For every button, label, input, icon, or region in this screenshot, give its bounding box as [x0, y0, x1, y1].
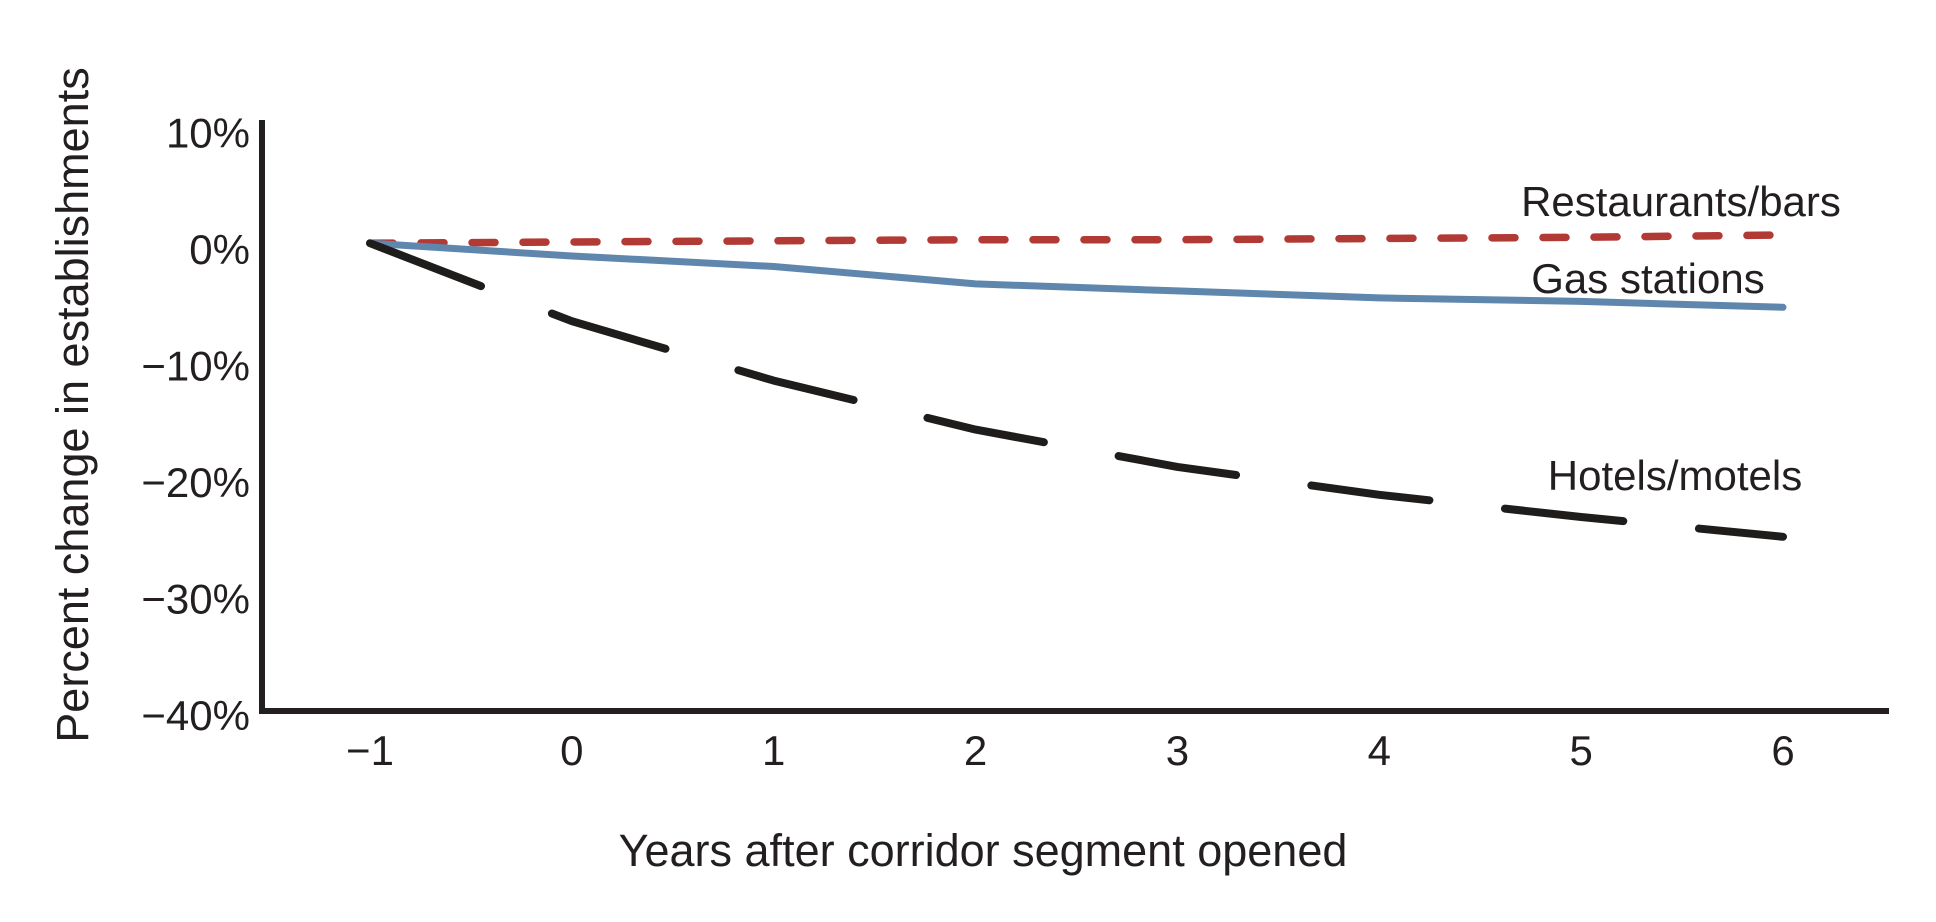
y-axis-title: Percent change in establishments [47, 67, 98, 742]
x-tick-label: 6 [1771, 727, 1794, 774]
x-tick-label: 4 [1368, 727, 1391, 774]
y-tick-label: −30% [141, 576, 250, 623]
gas-stations-line [366, 239, 1787, 311]
x-tick-labels: −1 0 1 2 3 4 5 6 [346, 727, 1795, 774]
x-tick-label: −1 [346, 727, 394, 774]
restaurants-bars-line [366, 231, 1787, 247]
series-label-hotels-motels: Hotels/motels [1548, 452, 1802, 499]
x-tick-label: 2 [964, 727, 987, 774]
series-label-gas-stations: Gas stations [1531, 255, 1764, 302]
x-tick-label: 3 [1166, 727, 1189, 774]
y-tick-label: 0% [189, 226, 250, 273]
axes [259, 120, 1889, 714]
y-tick-label: 10% [166, 110, 250, 157]
y-tick-label: −40% [141, 692, 250, 739]
x-tick-label: 5 [1569, 727, 1592, 774]
x-axis-title: Years after corridor segment opened [619, 825, 1348, 876]
series-lines [366, 231, 1787, 541]
y-tick-label: −10% [141, 343, 250, 390]
y-tick-label: −20% [141, 459, 250, 506]
y-tick-labels: 10% 0% −10% −20% −30% −40% [141, 110, 250, 740]
hotels-motels-line [366, 239, 1787, 541]
series-label-restaurants-bars: Restaurants/bars [1521, 178, 1841, 225]
x-tick-label: 1 [762, 727, 785, 774]
x-tick-label: 0 [560, 727, 583, 774]
